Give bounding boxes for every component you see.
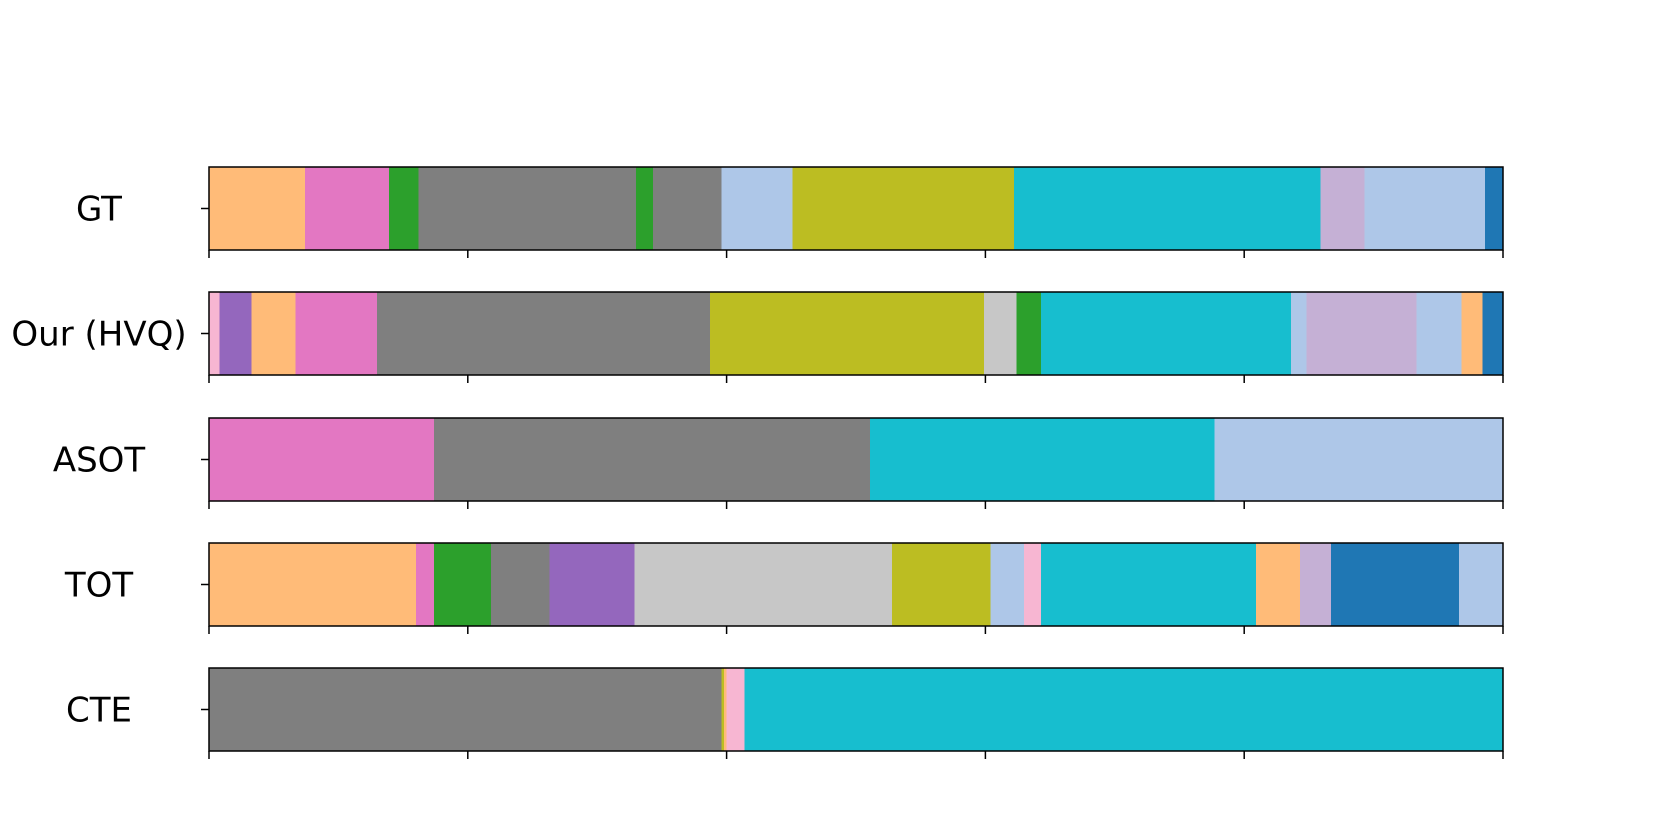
segment-3-13 (1459, 543, 1503, 626)
segment-0-9 (1320, 167, 1365, 250)
segment-3-3 (491, 543, 550, 626)
segment-1-6 (984, 292, 1017, 375)
segment-2-1 (434, 418, 871, 501)
segment-0-8 (1013, 167, 1321, 250)
segment-1-1 (219, 292, 252, 375)
segment-0-6 (721, 167, 793, 250)
row-1: Our (HVQ) (11, 291, 1504, 383)
segment-0-4 (636, 167, 653, 250)
row-label: ASOT (53, 441, 146, 481)
segment-1-12 (1461, 292, 1483, 375)
segment-3-2 (434, 543, 492, 626)
segment-1-11 (1416, 292, 1462, 375)
row-3: TOT (64, 542, 1504, 634)
row-label: CTE (66, 691, 132, 731)
segment-3-8 (1024, 543, 1042, 626)
segment-1-8 (1041, 292, 1291, 375)
segment-4-0 (209, 668, 722, 751)
segment-0-7 (792, 167, 1014, 250)
segment-2-0 (209, 418, 435, 501)
row-label: TOT (64, 566, 134, 606)
segment-1-5 (709, 292, 985, 375)
segment-4-2 (724, 668, 727, 751)
segment-2-3 (1214, 418, 1503, 501)
segment-1-9 (1290, 292, 1307, 375)
segment-2-2 (870, 418, 1215, 501)
row-label: GT (76, 190, 122, 230)
segment-1-0 (209, 292, 220, 375)
row-4: CTE (66, 667, 1504, 759)
segment-1-2 (251, 292, 296, 375)
segment-0-10 (1364, 167, 1485, 250)
segment-1-10 (1306, 292, 1417, 375)
segment-1-7 (1016, 292, 1042, 375)
segment-0-11 (1484, 167, 1503, 250)
segment-0-0 (209, 167, 305, 250)
segment-4-4 (744, 668, 1503, 751)
segment-0-3 (418, 167, 637, 250)
segment-0-2 (388, 167, 419, 250)
segment-3-11 (1299, 543, 1331, 626)
segment-1-3 (295, 292, 378, 375)
segment-4-3 (726, 668, 745, 751)
segment-3-6 (892, 543, 991, 626)
segment-0-5 (652, 167, 722, 250)
segment-4-1 (721, 668, 725, 751)
row-2: ASOT (53, 417, 1504, 509)
row-label: Our (HVQ) (11, 315, 186, 355)
segment-3-5 (634, 543, 893, 626)
segment-3-9 (1041, 543, 1256, 626)
segment-3-12 (1330, 543, 1460, 626)
segment-0-1 (304, 167, 389, 250)
segment-1-4 (377, 292, 710, 375)
segment-3-0 (209, 543, 417, 626)
row-0: GT (76, 166, 1504, 258)
segment-3-4 (549, 543, 635, 626)
segment-3-10 (1255, 543, 1300, 626)
segment-3-1 (416, 543, 435, 626)
segment-3-7 (990, 543, 1025, 626)
segment-1-13 (1482, 292, 1503, 375)
